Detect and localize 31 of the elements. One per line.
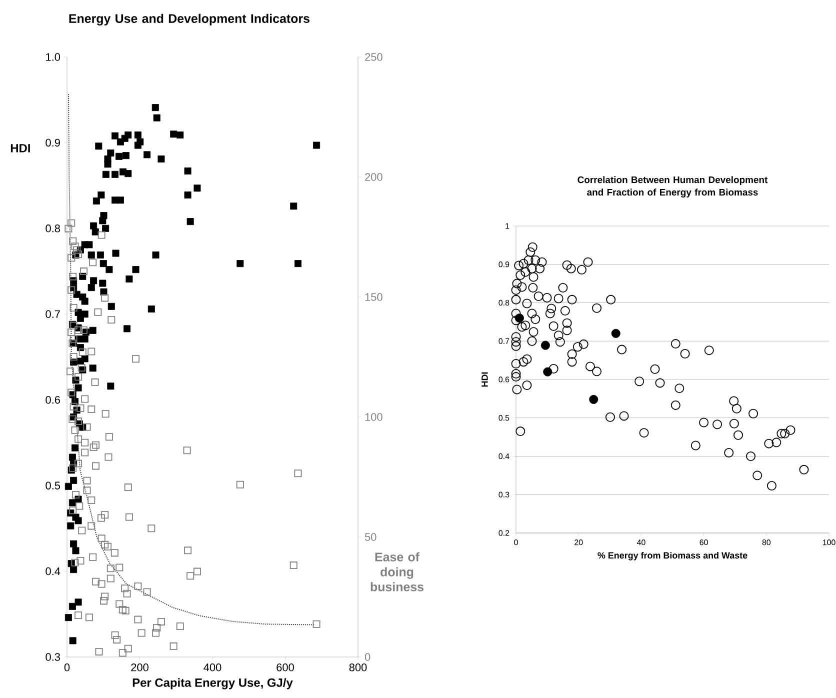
y2-tick-label: 50 xyxy=(364,533,376,541)
y2-tick-label: 200 xyxy=(365,173,382,181)
x-tick-label: 400 xyxy=(204,664,222,672)
y-tick-label: 0.3 xyxy=(46,653,60,661)
chart-title: Energy Use and Development Indicators xyxy=(69,14,310,26)
point xyxy=(589,394,598,404)
point xyxy=(611,328,620,338)
y-tick-label: 0.6 xyxy=(46,396,60,404)
y-axis-title: HDI xyxy=(10,144,30,152)
x-tick-label: 0 xyxy=(64,664,70,672)
x-axis-title: % Energy from Biomass and Waste xyxy=(598,552,748,560)
y-axis-title: HDI xyxy=(482,372,488,387)
y-tick-label: 0.8 xyxy=(46,224,60,232)
y-tick-label: 1.0 xyxy=(46,53,60,61)
x-tick-label: 600 xyxy=(276,664,294,672)
chart-title: Correlation Between Human Development and Fraction of Energy from Biomass xyxy=(578,176,768,198)
point xyxy=(540,340,550,350)
y-tick-label: 0.9 xyxy=(46,138,60,147)
y-tick-label: 0.7 xyxy=(46,310,60,318)
y2-axis-title: Ease of doing business xyxy=(370,552,424,592)
y-tick-label: 0.5 xyxy=(46,482,60,490)
y2-tick-label: 250 xyxy=(365,53,382,61)
x-axis-title: Per Capita Energy Use, GJ/y xyxy=(132,678,293,690)
y2-tick-label: 150 xyxy=(365,293,382,301)
x-tick-label: 800 xyxy=(349,664,367,672)
y2-tick-label: 100 xyxy=(365,413,382,421)
y2-tick-label: 0 xyxy=(364,653,370,661)
point xyxy=(514,314,524,323)
x-tick-label: 200 xyxy=(131,664,148,672)
y-tick-label: 0.4 xyxy=(46,567,60,576)
point xyxy=(543,367,552,376)
